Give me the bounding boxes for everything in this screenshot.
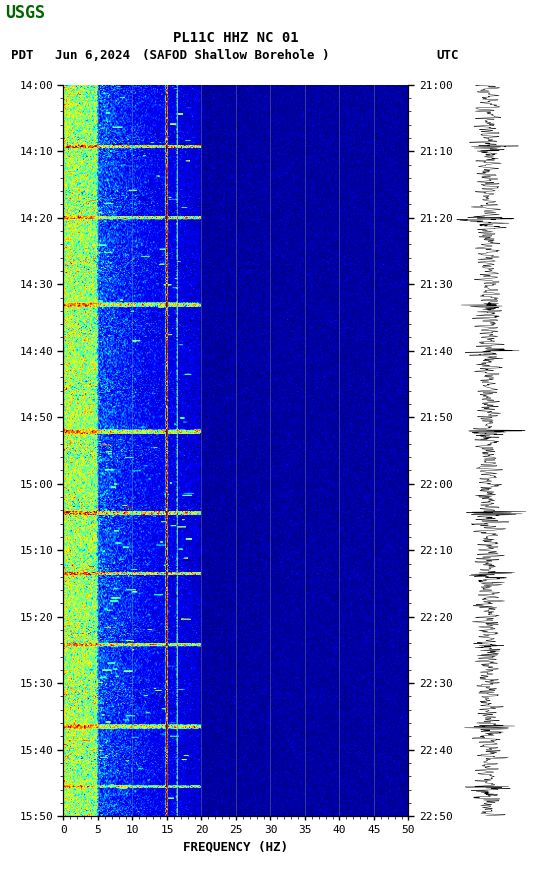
Text: PDT: PDT [11,49,34,62]
X-axis label: FREQUENCY (HZ): FREQUENCY (HZ) [183,841,289,854]
Text: (SAFOD Shallow Borehole ): (SAFOD Shallow Borehole ) [142,49,330,62]
Text: UTC: UTC [436,49,459,62]
Text: Jun 6,2024: Jun 6,2024 [55,49,130,62]
Text: PL11C HHZ NC 01: PL11C HHZ NC 01 [173,31,299,45]
Text: USGS: USGS [6,4,45,22]
